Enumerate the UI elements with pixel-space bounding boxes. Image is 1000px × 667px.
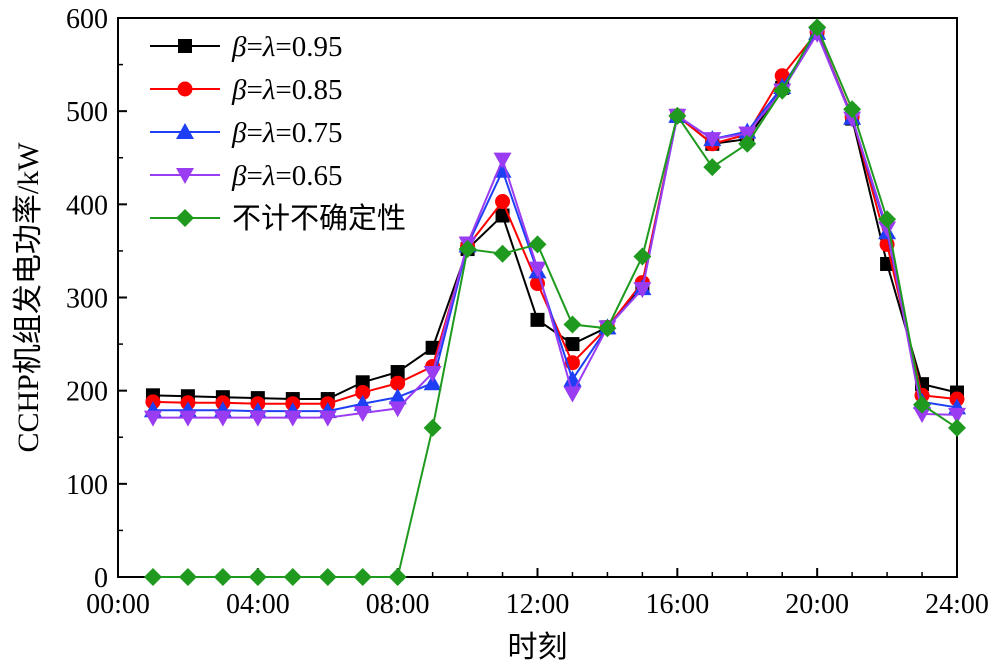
data-point bbox=[495, 194, 511, 210]
data-point bbox=[843, 111, 862, 128]
data-point bbox=[388, 568, 407, 586]
legend-label: β=λ=0.85 bbox=[231, 74, 342, 106]
x-axis-title: 时刻 bbox=[508, 631, 568, 664]
legend-marker bbox=[177, 81, 193, 97]
data-point bbox=[423, 418, 442, 437]
legend-entry: β=λ=0.85 bbox=[150, 74, 342, 106]
legend-entry: β=λ=0.75 bbox=[150, 117, 342, 149]
axes: 0 100 200 300 400 500 600 00:00 04:00 08:00 12:00 1… bbox=[66, 4, 989, 620]
x-tick-label: 20:00 bbox=[785, 589, 849, 620]
data-point bbox=[318, 410, 337, 427]
data-point bbox=[563, 315, 582, 334]
data-point bbox=[948, 418, 966, 437]
data-point bbox=[458, 240, 477, 259]
data-point bbox=[423, 365, 442, 382]
data-point bbox=[388, 401, 407, 418]
data-point bbox=[213, 410, 232, 427]
x-tick-label: 00:00 bbox=[86, 589, 150, 620]
data-point bbox=[703, 158, 722, 177]
data-point bbox=[530, 312, 545, 327]
data-point bbox=[913, 406, 932, 423]
legend-label: β=λ=0.75 bbox=[231, 117, 342, 149]
data-point bbox=[248, 410, 267, 427]
data-point bbox=[283, 410, 302, 427]
y-axis-title: CCHP机组发电功率/kW bbox=[12, 142, 45, 453]
legend-marker bbox=[178, 39, 192, 53]
data-point bbox=[563, 370, 582, 387]
data-point bbox=[248, 568, 267, 586]
legend-label: β=λ=0.65 bbox=[231, 160, 342, 192]
x-tick-label: 16:00 bbox=[645, 589, 709, 620]
data-point bbox=[738, 134, 757, 153]
legend-entry: 不计不确定性 bbox=[150, 202, 406, 235]
legend-entry: β=λ=0.65 bbox=[150, 160, 342, 192]
data-point bbox=[598, 319, 617, 338]
data-point bbox=[388, 388, 407, 405]
data-point bbox=[808, 18, 827, 37]
series-line bbox=[152, 31, 958, 419]
data-point bbox=[703, 132, 722, 149]
legend-label: 不计不确定性 bbox=[232, 202, 406, 235]
legend: β=λ=0.95 β=λ=0.85 β=λ=0.75 β=λ=0.65 不计不确定性 bbox=[150, 31, 406, 235]
data-point bbox=[878, 221, 897, 238]
legend-entry: β=λ=0.95 bbox=[150, 31, 342, 63]
legend-marker bbox=[176, 209, 194, 227]
legend-marker bbox=[176, 168, 194, 184]
x-tick-label: 24:00 bbox=[925, 589, 989, 620]
data-point bbox=[390, 375, 406, 391]
data-point bbox=[143, 410, 162, 427]
data-point bbox=[878, 210, 897, 229]
series-5 bbox=[143, 18, 966, 586]
y-tick-label: 500 bbox=[66, 97, 108, 128]
series-layer bbox=[143, 18, 966, 586]
legend-marker bbox=[176, 123, 194, 139]
data-point bbox=[213, 568, 232, 586]
x-tick-label: 04:00 bbox=[226, 589, 290, 620]
data-point bbox=[390, 365, 405, 380]
data-point bbox=[355, 375, 370, 390]
y-tick-label: 200 bbox=[66, 377, 108, 408]
data-point bbox=[353, 568, 372, 586]
data-point bbox=[318, 568, 337, 586]
data-point bbox=[633, 247, 652, 266]
y-tick-label: 300 bbox=[66, 284, 108, 315]
y-tick-label: 400 bbox=[66, 190, 108, 221]
data-point bbox=[913, 395, 932, 414]
data-point bbox=[178, 410, 197, 427]
data-point bbox=[178, 568, 197, 586]
data-point bbox=[143, 568, 162, 586]
data-point bbox=[528, 235, 547, 254]
data-point bbox=[738, 126, 757, 143]
series-line bbox=[152, 25, 958, 578]
data-point bbox=[843, 100, 862, 119]
data-point bbox=[493, 244, 512, 263]
x-tick-label: 08:00 bbox=[366, 589, 430, 620]
data-point bbox=[283, 568, 302, 586]
data-point bbox=[633, 282, 652, 299]
x-tick-label: 12:00 bbox=[506, 589, 570, 620]
data-point bbox=[563, 386, 582, 403]
data-point bbox=[355, 385, 371, 401]
data-point bbox=[565, 337, 580, 352]
y-tick-label: 600 bbox=[66, 4, 108, 35]
data-point bbox=[353, 406, 372, 423]
data-point bbox=[773, 81, 792, 100]
legend-label: β=λ=0.95 bbox=[231, 31, 342, 63]
data-point bbox=[493, 152, 512, 169]
y-tick-label: 100 bbox=[66, 470, 108, 501]
data-point bbox=[668, 106, 687, 125]
data-point bbox=[948, 407, 966, 424]
data-point bbox=[423, 374, 442, 391]
y-tick-label: 0 bbox=[94, 563, 108, 594]
data-point bbox=[528, 261, 547, 278]
